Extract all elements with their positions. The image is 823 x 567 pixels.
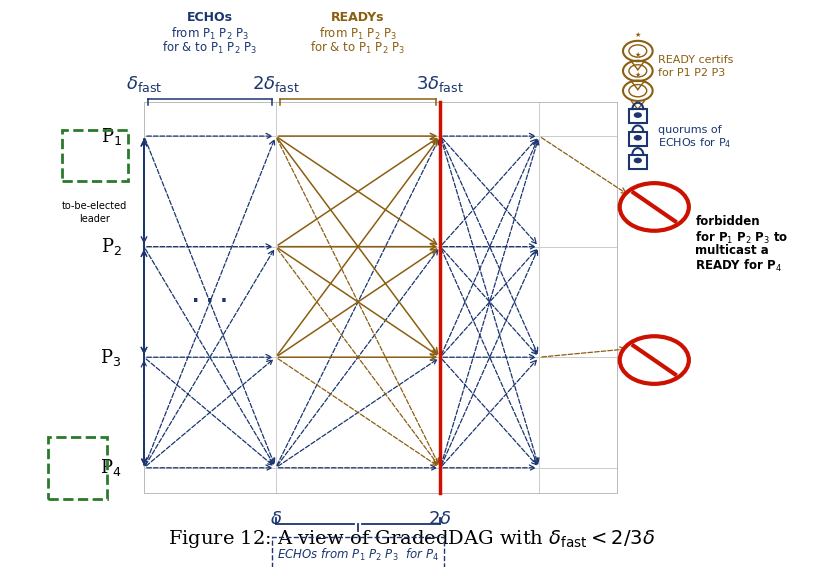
Text: P$_2$: P$_2$ — [100, 236, 122, 257]
Circle shape — [620, 183, 689, 231]
Text: ★: ★ — [635, 71, 641, 78]
Text: to-be-elected: to-be-elected — [62, 201, 128, 211]
Bar — [144, 102, 617, 493]
Text: from P$_1$ P$_2$ P$_3$: from P$_1$ P$_2$ P$_3$ — [319, 26, 397, 41]
Text: P$_1$: P$_1$ — [100, 125, 122, 147]
Bar — [48, 437, 107, 499]
Text: leader: leader — [79, 214, 110, 224]
Circle shape — [634, 135, 642, 141]
Text: multicast a: multicast a — [695, 244, 770, 257]
Text: READY certifs: READY certifs — [658, 54, 734, 65]
Text: READYs: READYs — [331, 11, 385, 24]
Text: for P$_1$ P$_2$ P$_3$ to: for P$_1$ P$_2$ P$_3$ to — [695, 230, 789, 246]
Bar — [629, 132, 647, 146]
Text: $3\delta_{\mathrm{fast}}$: $3\delta_{\mathrm{fast}}$ — [416, 74, 464, 94]
Text: · · ·: · · · — [192, 293, 228, 311]
Circle shape — [634, 158, 642, 163]
Text: $\delta_{\mathrm{fast}}$: $\delta_{\mathrm{fast}}$ — [126, 74, 162, 94]
Text: forbidden: forbidden — [695, 215, 760, 229]
Text: Figure 12: A view of GradedDAG with $\delta_{\mathrm{fast}} < 2/3\delta$: Figure 12: A view of GradedDAG with $\de… — [168, 528, 655, 550]
Bar — [629, 155, 647, 169]
Text: ECHOs for P$_4$: ECHOs for P$_4$ — [658, 136, 732, 150]
Text: $2\delta$: $2\delta$ — [429, 510, 452, 528]
Bar — [62, 130, 128, 181]
Bar — [629, 109, 647, 123]
Bar — [272, 537, 444, 567]
Text: P$_3$: P$_3$ — [100, 346, 122, 368]
Text: for P1 P2 P3: for P1 P2 P3 — [658, 67, 726, 78]
Circle shape — [634, 112, 642, 118]
Text: ECHOs: ECHOs — [187, 11, 233, 24]
Text: ★: ★ — [635, 32, 641, 38]
Text: quorums of: quorums of — [658, 125, 722, 136]
Text: ECHOs from P$_1$ P$_2$ P$_3$  for P$_4$: ECHOs from P$_1$ P$_2$ P$_3$ for P$_4$ — [277, 547, 439, 564]
Text: P$_4$: P$_4$ — [100, 457, 122, 479]
Text: for & to P$_1$ P$_2$ P$_3$: for & to P$_1$ P$_2$ P$_3$ — [310, 40, 406, 56]
Text: $2\delta_{\mathrm{fast}}$: $2\delta_{\mathrm{fast}}$ — [252, 74, 300, 94]
Text: ★: ★ — [635, 52, 641, 58]
Text: from P$_1$ P$_2$ P$_3$: from P$_1$ P$_2$ P$_3$ — [171, 26, 249, 41]
Text: for & to P$_1$ P$_2$ P$_3$: for & to P$_1$ P$_2$ P$_3$ — [162, 40, 258, 56]
Text: READY for P$_4$: READY for P$_4$ — [695, 258, 783, 274]
Text: $\delta$: $\delta$ — [270, 510, 281, 528]
Circle shape — [620, 336, 689, 384]
